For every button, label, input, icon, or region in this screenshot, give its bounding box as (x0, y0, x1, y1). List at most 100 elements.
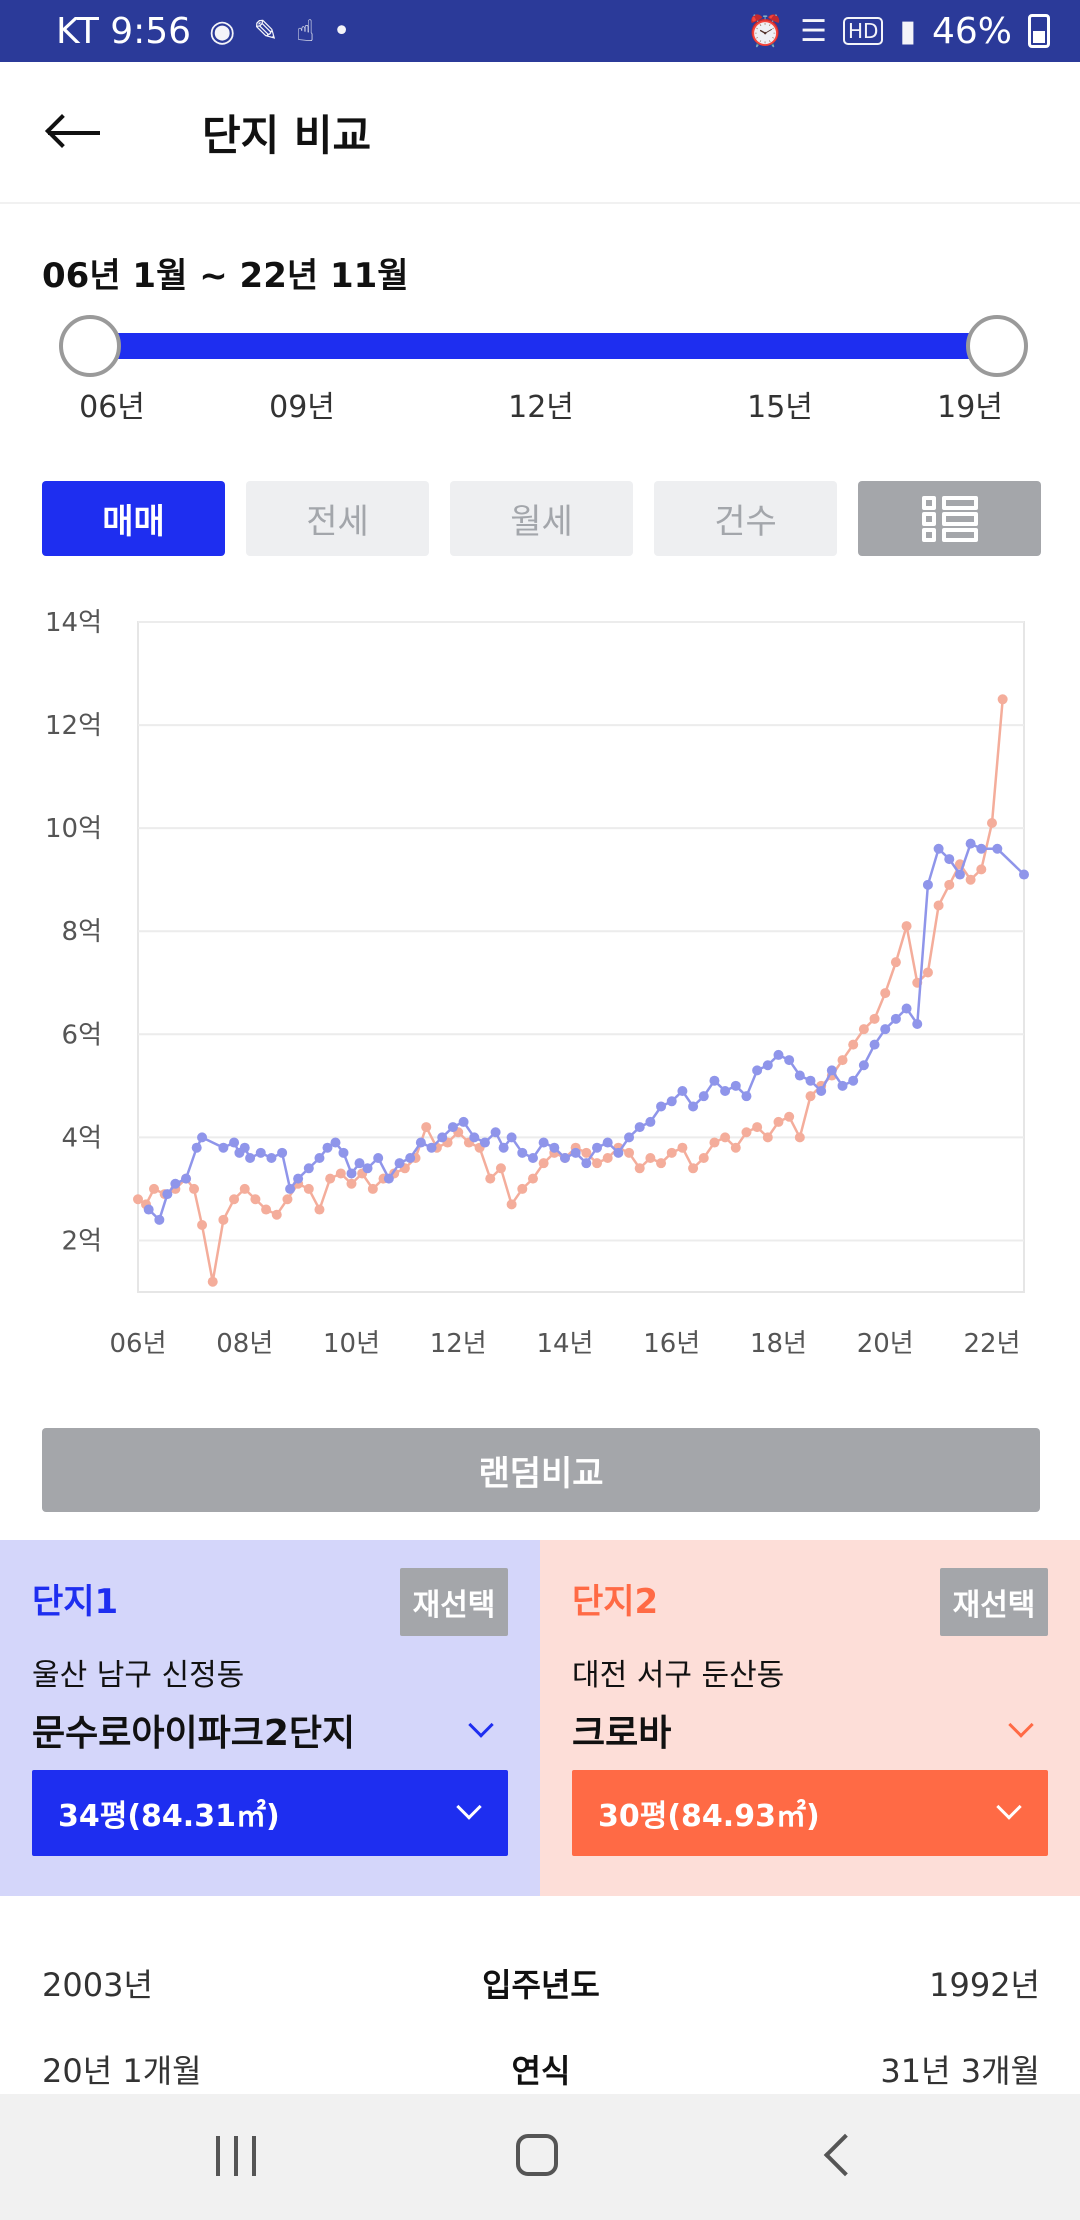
plot-frame (137, 621, 1025, 1293)
data-point (154, 1214, 165, 1225)
complex1-size-select[interactable]: 34평(84.31㎡) (32, 1770, 508, 1856)
complex1-title: 단지1 (32, 1582, 119, 1622)
data-point (922, 967, 933, 978)
data-point (549, 1142, 560, 1153)
complex2-size-label: 30평(84.93㎡) (598, 1799, 820, 1834)
data-point (469, 1132, 480, 1143)
data-point (133, 1194, 143, 1205)
data-point (634, 1163, 645, 1174)
complex2-reselect-button[interactable]: 재선택 (940, 1568, 1048, 1636)
data-point (709, 1075, 720, 1086)
y-tick-label: 6억 (62, 1020, 102, 1050)
data-point (613, 1147, 624, 1158)
data-point (805, 1091, 816, 1102)
data-point (976, 864, 987, 875)
data-point (837, 1080, 848, 1091)
data-point (730, 1142, 741, 1153)
data-point (741, 1127, 752, 1138)
back-icon[interactable] (823, 2133, 867, 2177)
data-point (720, 1132, 731, 1143)
data-point (826, 1065, 837, 1076)
data-point (437, 1132, 448, 1143)
home-icon[interactable] (516, 2134, 558, 2176)
dot-icon: • (332, 13, 351, 49)
range-ticks: 06년 09년 12년 15년 19년 (0, 382, 1080, 425)
app-bar: 단지 비교 (0, 62, 1080, 204)
y-tick-label: 4억 (62, 1123, 102, 1153)
chevron-down-icon[interactable] (1008, 1712, 1034, 1738)
talk-icon: ◉ (209, 13, 236, 49)
data-point (944, 879, 955, 890)
data-point (314, 1204, 325, 1215)
complex2-size-select[interactable]: 30평(84.93㎡) (572, 1770, 1048, 1856)
complex1-panel: 단지1 재선택 울산 남구 신정동 문수로아이파크2단지 34평(84.31㎡) (0, 1540, 540, 1896)
range-end-handle[interactable] (966, 315, 1028, 377)
data-point (933, 843, 944, 854)
series-line (137, 699, 1004, 1282)
chevron-down-icon[interactable] (468, 1712, 494, 1738)
data-point (1019, 869, 1029, 880)
data-point (858, 1060, 869, 1071)
data-point (197, 1220, 208, 1230)
complex1-age: 20년 1개월 (42, 2052, 202, 2090)
info-label: 입주년도 (482, 1966, 600, 2004)
data-point (266, 1153, 277, 1163)
data-point (490, 1127, 501, 1138)
tab-monthly-rent[interactable]: 월세 (450, 481, 633, 556)
status-bar: KT 9:56 ◉ ✎ ☝ • ⏰ ☰ HD ▮ 46% (0, 0, 1080, 62)
data-point (282, 1194, 293, 1205)
date-range-label: 06년 1월 ~ 22년 11월 (42, 256, 409, 296)
complex1-reselect-button[interactable]: 재선택 (400, 1568, 508, 1636)
data-point (762, 1060, 773, 1071)
data-point (592, 1158, 603, 1169)
data-point (506, 1199, 517, 1210)
data-point (656, 1158, 667, 1169)
data-point (261, 1204, 272, 1215)
data-point (207, 1276, 218, 1287)
data-point (602, 1153, 613, 1163)
data-point (218, 1142, 229, 1153)
data-point (330, 1137, 341, 1148)
data-point (730, 1080, 741, 1091)
data-point (517, 1147, 528, 1158)
data-point (197, 1132, 208, 1143)
data-point (229, 1137, 240, 1148)
data-point (498, 1142, 509, 1153)
y-tick-label: 14억 (45, 608, 102, 638)
recent-apps-icon[interactable] (216, 2136, 258, 2176)
random-compare-button[interactable]: 랜덤비교 (42, 1428, 1040, 1512)
range-tick: 15년 (747, 390, 813, 425)
data-point (890, 957, 901, 968)
data-point (933, 900, 944, 911)
data-point (458, 1116, 469, 1127)
data-point (325, 1173, 336, 1184)
list-view-button[interactable] (858, 481, 1041, 556)
x-tick-label: 16년 (643, 1329, 700, 1359)
y-tick-label: 12억 (45, 711, 102, 741)
back-arrow-icon[interactable] (42, 112, 108, 152)
data-point (170, 1178, 181, 1189)
data-point (538, 1158, 549, 1169)
data-point (285, 1183, 296, 1194)
complex2-name-select[interactable]: 크로바 (572, 1713, 672, 1754)
tab-jeonse[interactable]: 전세 (246, 481, 429, 556)
info-row-age: 20년 1개월 연식 31년 3개월 (42, 2046, 1040, 2096)
complex1-size-label: 34평(84.31㎡) (58, 1799, 280, 1834)
x-tick-label: 20년 (857, 1329, 914, 1359)
data-point (976, 843, 987, 854)
data-point (794, 1132, 805, 1143)
data-point (848, 1039, 859, 1050)
data-point (869, 1039, 880, 1050)
data-point (880, 988, 891, 999)
range-slider-track[interactable] (90, 333, 996, 359)
complex1-name-select[interactable]: 문수로아이파크2단지 (32, 1713, 356, 1754)
data-point (816, 1086, 827, 1096)
system-nav-bar (0, 2094, 1080, 2220)
range-start-handle[interactable] (59, 315, 121, 377)
tab-count[interactable]: 건수 (654, 481, 837, 556)
data-point (527, 1173, 538, 1184)
tab-sale[interactable]: 매매 (42, 481, 225, 556)
data-point (602, 1137, 613, 1148)
data-point (634, 1122, 645, 1133)
data-point (162, 1189, 173, 1200)
